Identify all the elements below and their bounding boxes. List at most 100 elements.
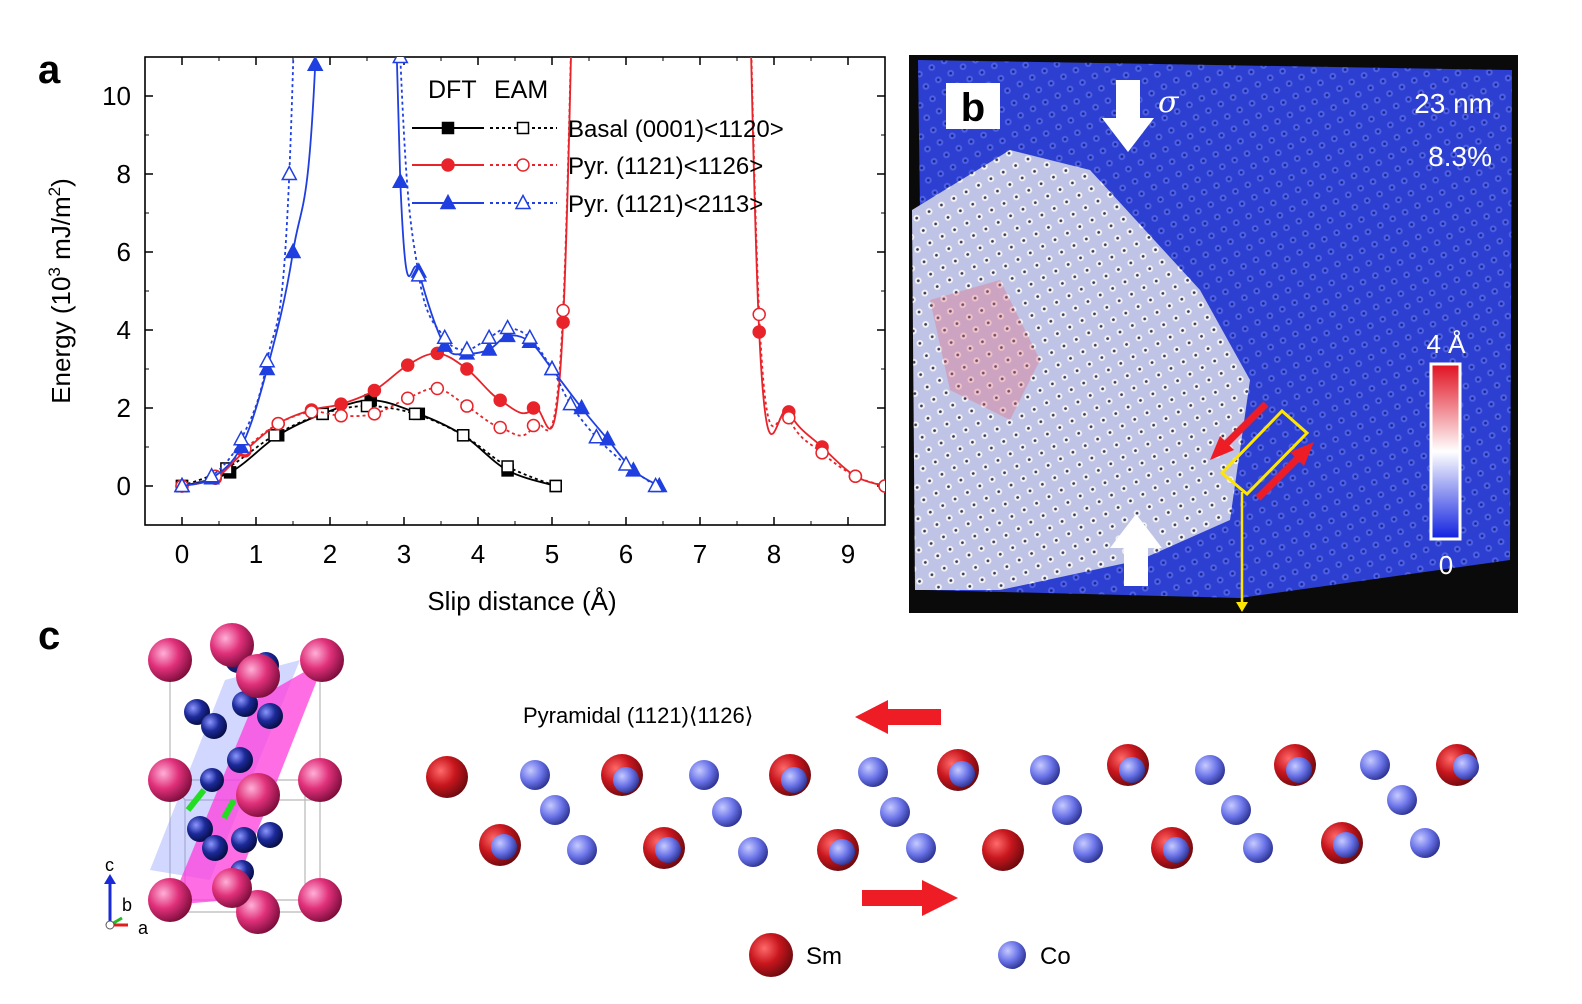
data-point bbox=[562, 395, 579, 411]
series-layer bbox=[173, 57, 885, 493]
legend-marker-dft bbox=[441, 121, 455, 135]
data-point bbox=[599, 430, 616, 446]
slip-atom-rows: Pyramidal (1121)⟨1126⟩ Sm Co bbox=[426, 700, 1479, 977]
legend-header-dft: DFT bbox=[428, 76, 477, 104]
co-atom bbox=[906, 833, 936, 863]
co-atom-overlap bbox=[491, 834, 517, 860]
data-point bbox=[360, 399, 374, 413]
simulation-snapshot: b σ 23 nm 8.3% 4 Å 0 bbox=[909, 55, 1518, 613]
legend-marker-eam bbox=[514, 193, 532, 210]
data-point bbox=[408, 407, 422, 421]
co-atom bbox=[232, 691, 258, 717]
data-point bbox=[400, 391, 415, 405]
sm-atom bbox=[148, 638, 192, 682]
colorbar-max-label: 4 Å bbox=[1426, 329, 1466, 359]
data-point bbox=[480, 340, 498, 356]
sm-atom bbox=[148, 758, 192, 802]
co-atom-overlap bbox=[1333, 832, 1359, 858]
data-point bbox=[588, 428, 605, 444]
axis-label-b: b bbox=[122, 895, 132, 915]
data-point bbox=[203, 467, 220, 483]
data-point bbox=[284, 242, 302, 259]
sm-atom bbox=[298, 878, 342, 922]
data-point bbox=[815, 446, 829, 460]
co-atom-overlap bbox=[613, 767, 639, 793]
shear-arrow-down bbox=[1210, 401, 1269, 460]
co-atom bbox=[1243, 833, 1273, 863]
co-atom bbox=[257, 822, 283, 848]
data-point bbox=[232, 437, 250, 454]
co-atom-overlap bbox=[949, 761, 975, 787]
sm-atom bbox=[300, 638, 344, 682]
data-point bbox=[436, 336, 453, 352]
data-point bbox=[258, 359, 276, 376]
data-point bbox=[549, 479, 562, 493]
co-atom bbox=[1360, 750, 1390, 780]
co-atom bbox=[858, 757, 888, 787]
data-point bbox=[306, 57, 324, 72]
row-atoms bbox=[426, 744, 1479, 871]
data-point bbox=[752, 307, 766, 322]
energy-chart: 0 1 2 3 4 5 6 7 8 9 0 2 4 6 8 10 DFT EAM Basal (0001)<112… bbox=[45, 56, 886, 616]
deformed-grain-atoms bbox=[912, 150, 1250, 590]
co-atom bbox=[738, 837, 768, 867]
slip-system-title: Pyramidal (1121)⟨1126⟩ bbox=[523, 703, 753, 728]
co-atom bbox=[520, 760, 550, 790]
data-point bbox=[304, 405, 319, 419]
panel-a-letter: a bbox=[38, 48, 61, 92]
co-atom-overlap bbox=[1119, 757, 1145, 783]
legend-co-label: Co bbox=[1040, 943, 1071, 970]
y-axis-label: Energy (103 mJ/m2) bbox=[45, 178, 76, 404]
data-point bbox=[480, 328, 498, 345]
sm-atom bbox=[212, 868, 252, 908]
unit-cell-diagram: c b a bbox=[104, 623, 344, 938]
burgers-vector-1 bbox=[185, 788, 207, 812]
x-tick-label: 4 bbox=[471, 539, 485, 569]
data-point bbox=[617, 455, 635, 471]
data-point bbox=[526, 401, 541, 415]
strain-label: 8.3% bbox=[1428, 141, 1492, 172]
axis-ticks: 0 1 2 3 4 5 6 7 8 9 0 2 4 6 8 10 bbox=[102, 56, 886, 569]
data-point bbox=[316, 407, 329, 421]
data-point bbox=[334, 397, 348, 411]
data-point bbox=[268, 429, 281, 442]
data-point bbox=[173, 476, 191, 493]
data-point bbox=[848, 469, 863, 483]
series-5-eam bbox=[173, 57, 664, 493]
co-atom bbox=[1195, 755, 1225, 785]
axis-triad: c b a bbox=[104, 855, 149, 938]
y-tick-label: 10 bbox=[102, 81, 131, 111]
data-point bbox=[456, 429, 470, 442]
data-point bbox=[647, 476, 664, 493]
series-line bbox=[181, 57, 295, 487]
legend-marker-eam bbox=[516, 121, 530, 135]
data-point bbox=[493, 420, 507, 435]
y-tick-label: 6 bbox=[117, 237, 131, 267]
co-atom bbox=[187, 816, 213, 842]
co-atom bbox=[1052, 795, 1082, 825]
co-atom bbox=[201, 713, 227, 739]
co-atom bbox=[880, 797, 910, 827]
data-point bbox=[392, 57, 409, 64]
x-tick-label: 3 bbox=[397, 539, 411, 569]
axis-label-a: a bbox=[138, 918, 149, 938]
shear-arrow-up bbox=[1255, 442, 1314, 501]
data-point bbox=[521, 328, 539, 345]
x-tick-label: 0 bbox=[175, 539, 189, 569]
legend-label: Pyr. (1121)<2113> bbox=[568, 191, 763, 218]
x-tick-label: 1 bbox=[249, 539, 263, 569]
co-atom bbox=[1030, 755, 1060, 785]
x-tick-label: 2 bbox=[323, 539, 337, 569]
legend-sm-label: Sm bbox=[806, 943, 842, 970]
data-point bbox=[556, 303, 570, 318]
x-tick-label: 5 bbox=[545, 539, 559, 569]
legend-label: Pyr. (1121)<1126> bbox=[568, 153, 763, 180]
legend-sm-swatch bbox=[749, 933, 793, 977]
data-point bbox=[782, 411, 796, 425]
legend-marker-dft bbox=[439, 193, 457, 210]
co-atom bbox=[1221, 795, 1251, 825]
stress-arrow-top bbox=[1102, 80, 1154, 152]
co-atom-overlap bbox=[1453, 754, 1479, 780]
red-displacement-region bbox=[930, 280, 1040, 420]
